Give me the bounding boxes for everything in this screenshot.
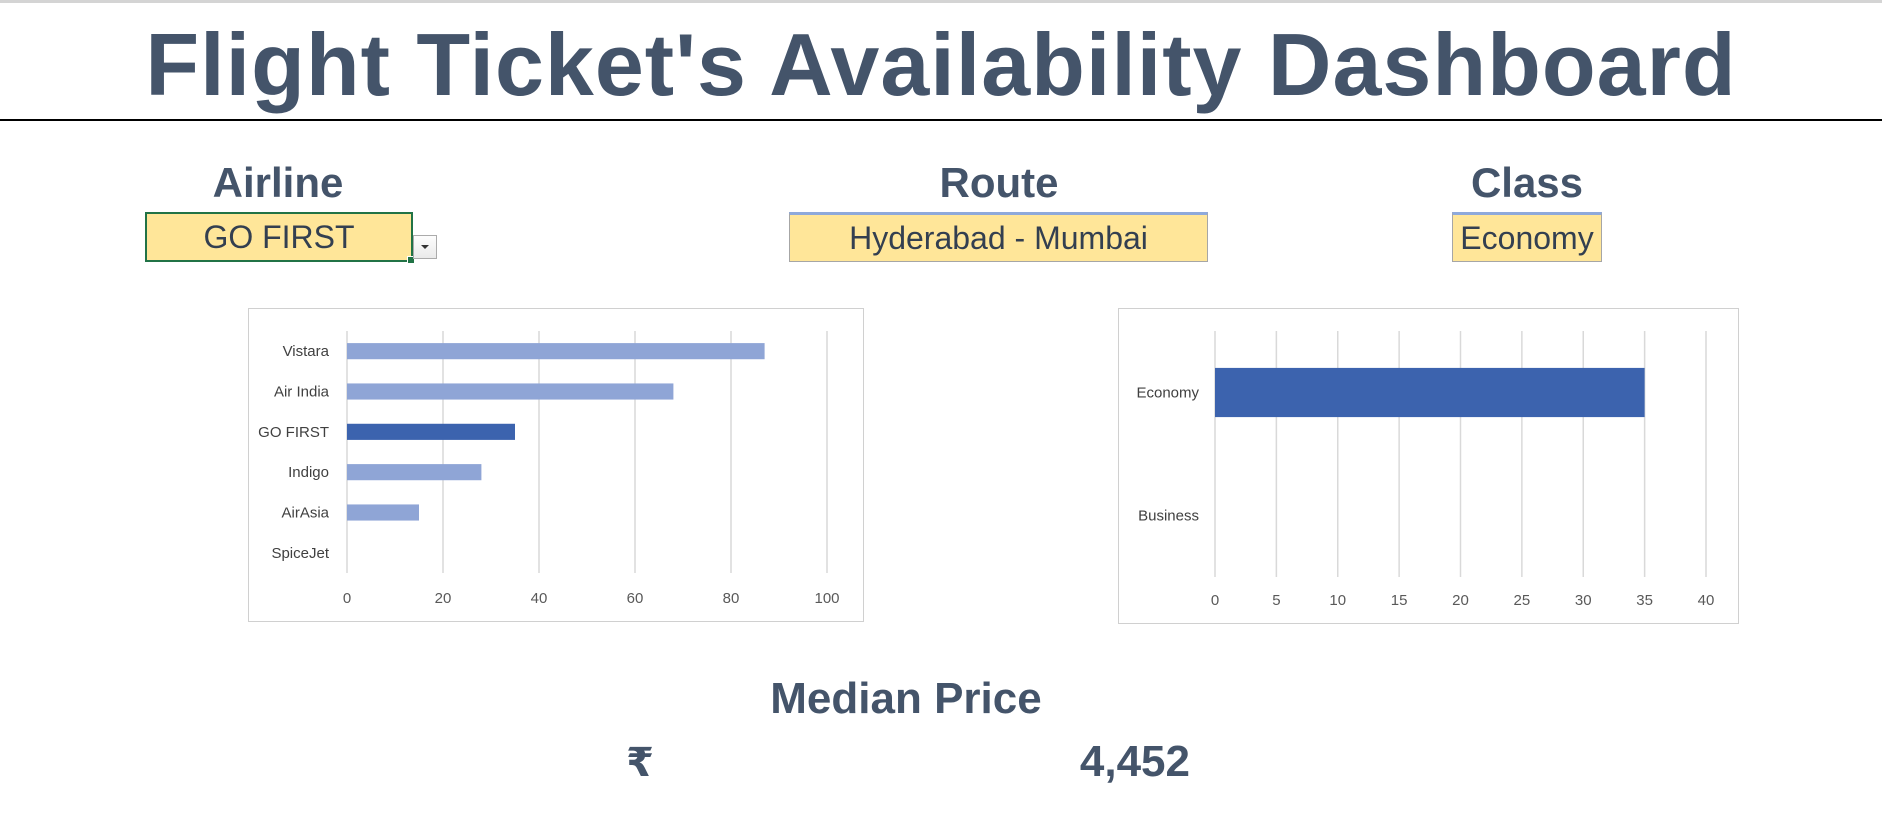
airline-chart-category-label: Vistara [283,343,330,360]
class-chart[interactable]: 0 5 10 15 20 25 30 35 40 Economy Business [1118,308,1739,624]
class-chart-tick-label: 40 [1698,592,1715,609]
dashboard-title: Flight Ticket's Availability Dashboard [145,15,1737,114]
airline-chart-category-label: Air India [274,384,330,401]
airline-chart-tick-label: 80 [723,590,740,607]
airline-chart-tick-label: 20 [435,590,452,607]
airline-chart-svg: 0 20 40 60 80 100 Vistara Air India GO FIRST Indi… [258,331,840,607]
class-chart-category-label: Business [1138,508,1199,525]
class-label: Class [1470,159,1584,206]
class-chart-tick-label: 0 [1211,592,1219,609]
route-cell[interactable]: Hyderabad - Mumbai [789,212,1208,262]
class-chart-svg: 0 5 10 15 20 25 30 35 40 Economy Business [1136,331,1715,609]
airline-select-cell[interactable]: GO FIRST [145,212,415,264]
airline-chart-bar [347,343,765,360]
class-chart-bar [1215,367,1645,418]
class-cell[interactable]: Economy [1452,212,1602,262]
airline-chart-category-label: GO FIRST [258,424,329,441]
class-chart-tick-label: 15 [1391,592,1408,609]
airline-chart[interactable]: 0 20 40 60 80 100 Vistara Air India GO FIRST Indi… [248,308,864,622]
route-value: Hyderabad - Mumbai [849,220,1148,256]
ribbon-edge [0,0,1882,3]
airline-chart-bar [347,464,482,481]
class-chart-tick-label: 10 [1329,592,1346,609]
airline-chart-tick-label: 40 [531,590,548,607]
class-chart-tick-label: 35 [1636,592,1653,609]
airline-chart-bar [347,383,674,400]
class-chart-tick-label: 5 [1272,592,1280,609]
median-price-label: Median Price [770,674,1042,723]
title-divider [0,119,1882,121]
airline-chart-tick-label: 0 [343,590,351,607]
cell-fill-handle[interactable] [407,256,415,264]
route-label: Route [939,159,1059,206]
class-chart-tick-label: 25 [1514,592,1531,609]
class-chart-category-label: Economy [1136,385,1199,402]
class-value: Economy [1460,220,1594,256]
class-chart-tick-label: 30 [1575,592,1592,609]
chevron-down-icon [421,245,429,249]
airline-dropdown-button[interactable] [413,235,437,259]
airline-chart-tick-label: 100 [814,590,839,607]
currency-symbol: ₹ [626,741,654,785]
airline-chart-category-label: AirAsia [281,505,329,522]
airline-chart-bar [347,423,515,440]
airline-select-value: GO FIRST [203,219,355,255]
airline-chart-category-label: SpiceJet [271,545,329,562]
airline-label: Airline [212,159,344,206]
airline-chart-bar [347,504,419,521]
class-chart-tick-label: 20 [1452,592,1469,609]
median-price-value: 4,452 [1079,737,1190,786]
airline-chart-tick-label: 60 [627,590,644,607]
airline-chart-category-label: Indigo [288,464,329,481]
